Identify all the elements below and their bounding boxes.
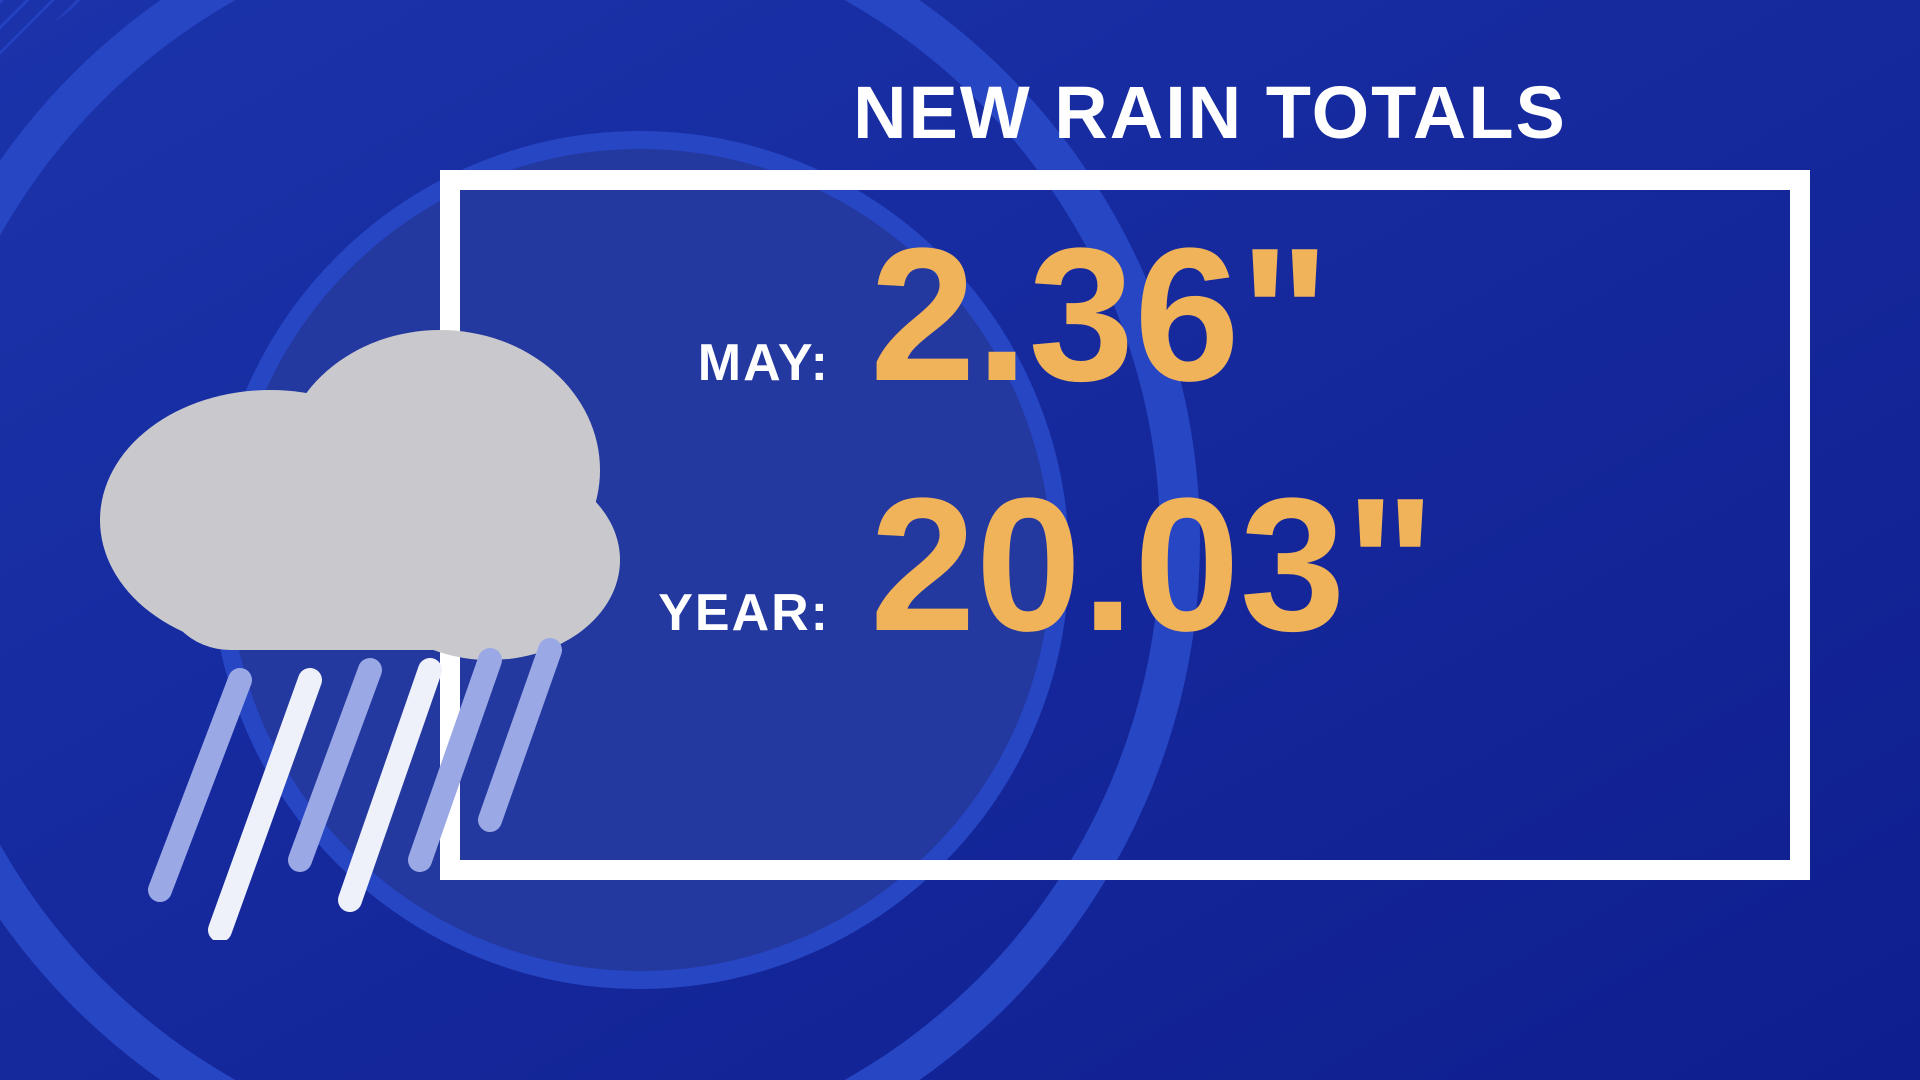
row-may: MAY: 2.36" — [620, 220, 1780, 410]
row-label: MAY: — [620, 333, 830, 393]
row-year: YEAR: 20.03" — [620, 470, 1780, 660]
row-label: YEAR: — [620, 583, 830, 643]
row-value: 20.03" — [870, 470, 1436, 660]
data-rows: MAY: 2.36" YEAR: 20.03" — [620, 220, 1780, 660]
page-title: NEW RAIN TOTALS — [600, 70, 1820, 155]
rain-cloud-icon — [70, 300, 650, 940]
row-value: 2.36" — [870, 220, 1330, 410]
